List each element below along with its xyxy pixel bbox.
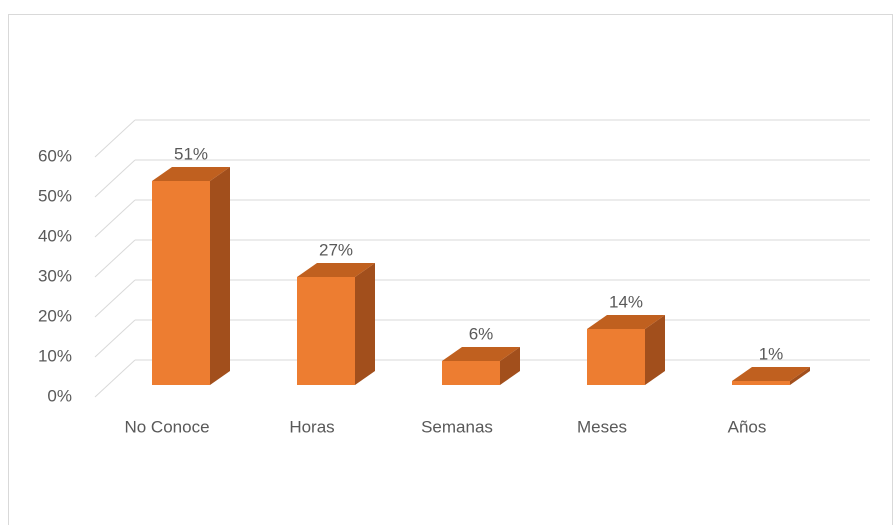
- grid-line-side: [94, 199, 136, 238]
- y-tick-label: 10%: [38, 346, 72, 365]
- bar-front: [587, 329, 645, 385]
- bar: [297, 263, 375, 385]
- data-label: 1%: [759, 344, 784, 363]
- bar-front: [152, 181, 210, 385]
- bar-side: [355, 263, 375, 385]
- bar-side: [210, 167, 230, 385]
- x-tick-label: Años: [728, 417, 767, 436]
- y-tick-label: 20%: [38, 306, 72, 325]
- bar: [587, 315, 665, 385]
- grid-line-side: [94, 359, 136, 398]
- bar-side: [790, 367, 810, 385]
- y-tick-label: 0%: [47, 386, 72, 405]
- chart-border: [8, 14, 893, 525]
- y-tick-label: 40%: [38, 226, 72, 245]
- bar-top: [442, 347, 520, 361]
- x-tick-label: Semanas: [421, 417, 493, 436]
- data-label: 51%: [174, 144, 208, 163]
- bar-top: [297, 263, 375, 277]
- x-tick-label: Horas: [289, 417, 334, 436]
- y-tick-label: 50%: [38, 186, 72, 205]
- x-tick-label: Meses: [577, 417, 627, 436]
- data-label: 6%: [469, 324, 494, 343]
- bar-top: [732, 367, 810, 381]
- grid-line-side: [94, 239, 136, 278]
- bar-front: [442, 361, 500, 385]
- bar-front: [297, 277, 355, 385]
- data-label: 27%: [319, 240, 353, 259]
- grid-line-side: [94, 119, 136, 158]
- bar: [732, 367, 810, 385]
- bar-top: [587, 315, 665, 329]
- bar-front: [732, 381, 790, 385]
- grid-line-side: [94, 279, 136, 318]
- bar: [152, 167, 230, 385]
- bar-side: [645, 315, 665, 385]
- grid-line-side: [94, 159, 136, 198]
- y-tick-label: 60%: [38, 146, 72, 165]
- x-tick-label: No Conoce: [124, 417, 209, 436]
- y-tick-label: 30%: [38, 266, 72, 285]
- bar: [442, 347, 520, 385]
- grid-line-side: [94, 319, 136, 358]
- bar-side: [500, 347, 520, 385]
- data-label: 14%: [609, 292, 643, 311]
- bar-top: [152, 167, 230, 181]
